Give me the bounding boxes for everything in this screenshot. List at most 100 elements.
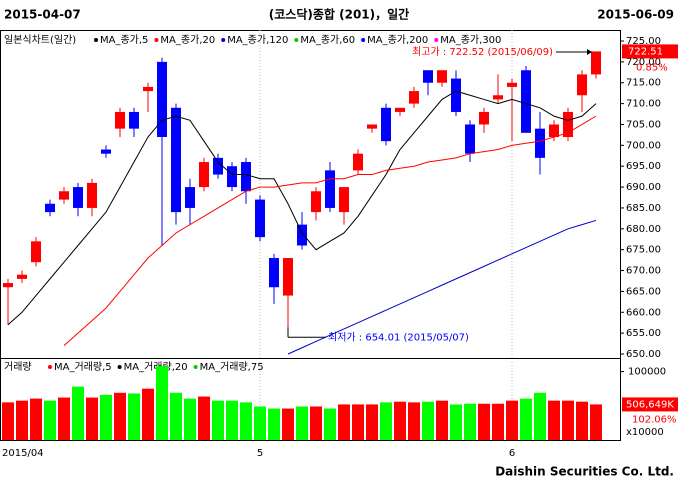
- candle-body: [213, 157, 223, 175]
- y-tick-label: 650.00: [626, 349, 661, 360]
- volume-bar: [142, 388, 154, 440]
- start-date: 2015-04-07: [4, 8, 81, 22]
- candle-body: [255, 199, 265, 238]
- legend-label: MA_종가,60: [300, 34, 355, 46]
- volume-bar: [100, 394, 112, 440]
- volume-bar: [436, 400, 448, 440]
- y-tick-label: 690.00: [626, 182, 661, 193]
- candle-body: [325, 170, 335, 208]
- y-tick-label: 680.00: [626, 224, 661, 235]
- volume-panel: [0, 358, 621, 441]
- y-tick-label: 695.00: [626, 161, 661, 172]
- candle-body: [241, 162, 251, 192]
- volume-bar: [16, 400, 28, 440]
- volume-bar: [226, 400, 238, 440]
- legend-dot: [361, 38, 366, 42]
- volume-bar: [128, 393, 140, 440]
- volume-bar: [156, 366, 168, 440]
- volume-bar: [86, 397, 98, 440]
- candle-body: [493, 95, 503, 100]
- volume-bar: [44, 400, 56, 440]
- candle-body: [381, 107, 391, 142]
- candle-body: [115, 111, 125, 129]
- candle-body: [563, 111, 573, 137]
- legend-dot: [193, 365, 198, 369]
- legend-dot: [154, 38, 159, 42]
- volume-bar: [408, 402, 420, 440]
- x-tick-label: 5: [257, 448, 263, 459]
- candle-body: [143, 86, 153, 92]
- candle-body: [549, 124, 559, 137]
- y-tick-label: 670.00: [626, 266, 661, 277]
- last-price: 722.51: [628, 46, 663, 57]
- volume-bar: [492, 403, 504, 440]
- volume-bar: [170, 392, 182, 440]
- y-tick-label: 655.00: [626, 328, 661, 339]
- candle-body: [339, 187, 349, 213]
- volume-bar: [310, 406, 322, 440]
- candle-body: [45, 203, 55, 213]
- volume-bar: [422, 401, 434, 440]
- volume-bar: [58, 397, 70, 440]
- volume-bar: [576, 401, 588, 440]
- volume-bar: [590, 404, 602, 440]
- volume-bar: [240, 402, 252, 440]
- candle-body: [31, 241, 41, 263]
- volume-bar: [478, 403, 490, 440]
- candle-body: [269, 258, 279, 288]
- volume-label: 거래량: [4, 361, 32, 373]
- volume-bar: [184, 398, 196, 440]
- ma-line: [63, 115, 597, 347]
- legend-dot: [434, 38, 439, 42]
- volume-bar: [2, 402, 14, 440]
- candle-body: [367, 124, 377, 129]
- volume-bar: [380, 402, 392, 440]
- end-date: 2015-06-09: [597, 8, 674, 22]
- y-tick-label: 720.00: [626, 57, 661, 68]
- candle-body: [129, 111, 139, 129]
- volume-bar: [450, 404, 462, 440]
- y-tick-label: 675.00: [626, 245, 661, 256]
- volume-bar: [506, 400, 518, 440]
- candle-body: [395, 107, 405, 112]
- volume-bar: [324, 408, 336, 440]
- volume-bar: [394, 401, 406, 440]
- volume-bar: [212, 400, 224, 440]
- volume-bar: [198, 396, 210, 440]
- legend-label: MA_종가,300: [440, 34, 501, 46]
- candle-body: [157, 61, 167, 137]
- legend-label: MA_종가,200: [367, 34, 428, 46]
- last-change: 0.85%: [636, 62, 668, 73]
- candle-body: [437, 70, 447, 83]
- y-tick-label: 660.00: [626, 307, 661, 318]
- candle-body: [535, 128, 545, 158]
- candle-body: [311, 191, 321, 213]
- chart-title: (코스닥)종합 (201)，일간: [269, 7, 409, 22]
- volume-unit: x10000: [626, 427, 664, 438]
- volume-bar: [548, 400, 560, 440]
- candle-body: [87, 182, 97, 208]
- y-tick-label: 665.00: [626, 286, 661, 297]
- candle-body: [507, 82, 517, 87]
- legend-dot: [117, 365, 122, 369]
- volume-bar: [268, 408, 280, 440]
- candle-body: [171, 107, 181, 213]
- candle-body: [101, 149, 111, 154]
- volume-bar: [30, 398, 42, 440]
- candle-body: [521, 70, 531, 133]
- candle-body: [73, 187, 83, 208]
- candle-body: [297, 224, 307, 246]
- volume-bar: [72, 386, 84, 440]
- volume-bar: [520, 398, 532, 440]
- volume-bar: [366, 404, 378, 440]
- last-price-box: [622, 44, 678, 59]
- legend-label: MA_거래량,20: [124, 361, 188, 373]
- y-tick-label: 710.00: [626, 99, 661, 110]
- candle-body: [479, 111, 489, 125]
- candle-body: [591, 51, 601, 75]
- candle-body: [451, 78, 461, 112]
- legend-label: MA_거래량,75: [200, 361, 264, 373]
- candle-body: [199, 162, 209, 188]
- y-tick-label: 700.00: [626, 140, 661, 151]
